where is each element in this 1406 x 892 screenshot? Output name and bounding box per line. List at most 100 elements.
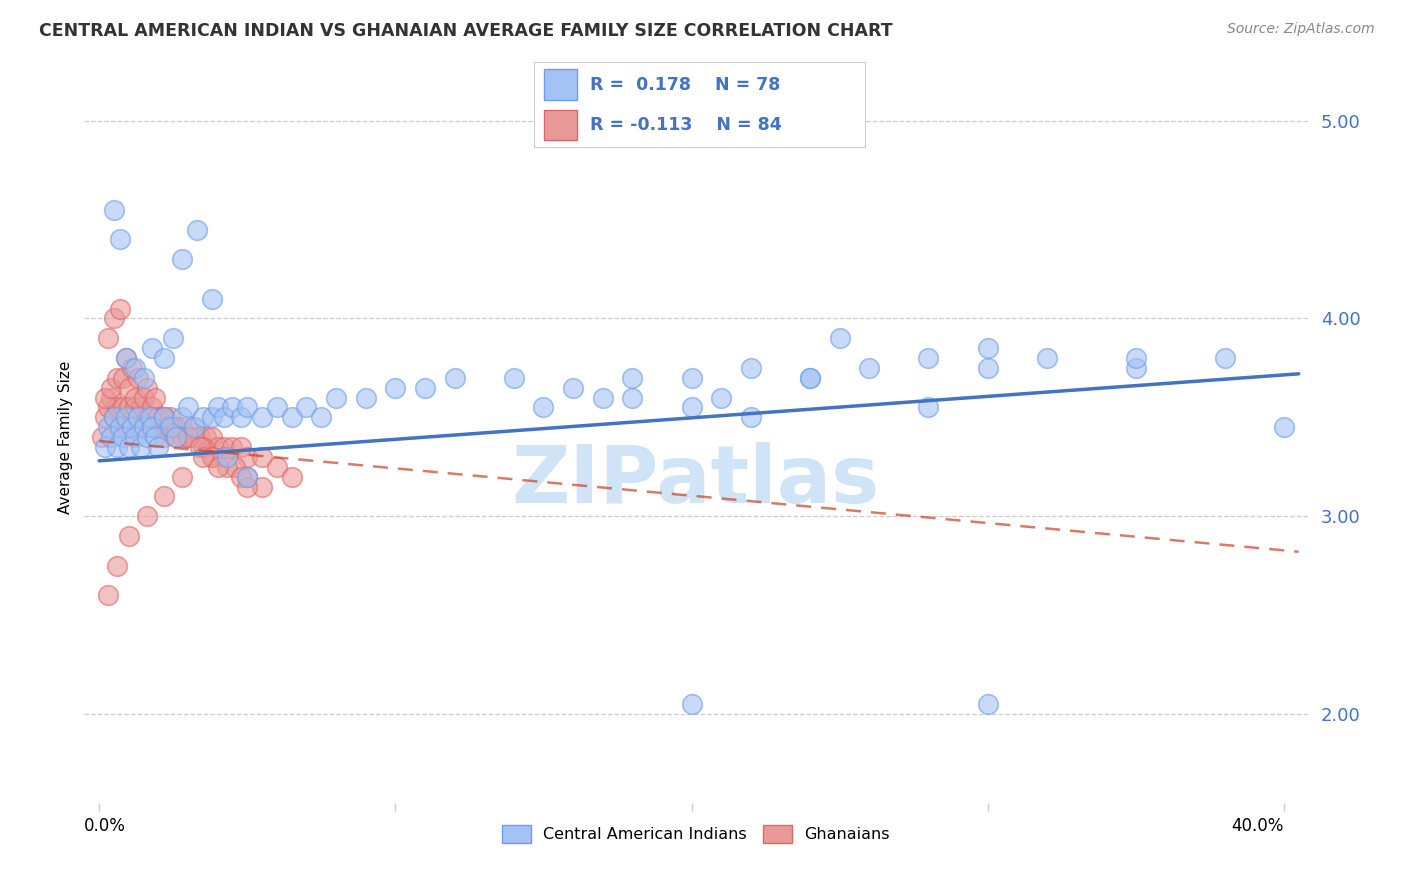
Point bbox=[1213, 351, 1236, 365]
Point bbox=[177, 430, 200, 444]
Point bbox=[91, 430, 114, 444]
Point bbox=[201, 450, 224, 464]
Point bbox=[236, 401, 259, 415]
Point bbox=[103, 410, 125, 425]
Point bbox=[250, 410, 273, 425]
Point bbox=[141, 401, 163, 415]
Point bbox=[100, 430, 122, 444]
Point bbox=[207, 459, 229, 474]
Point bbox=[207, 440, 229, 454]
Point bbox=[118, 381, 141, 395]
Point bbox=[121, 360, 143, 375]
Point bbox=[165, 420, 187, 434]
Point bbox=[141, 420, 163, 434]
Point bbox=[111, 371, 134, 385]
Point bbox=[186, 222, 208, 236]
Point bbox=[384, 381, 406, 395]
Point bbox=[231, 469, 253, 483]
Point bbox=[443, 371, 465, 385]
Point bbox=[103, 410, 125, 425]
Point bbox=[97, 588, 120, 602]
Point bbox=[710, 391, 733, 405]
Point bbox=[858, 360, 880, 375]
Point bbox=[165, 430, 187, 444]
Point bbox=[1125, 351, 1147, 365]
Point bbox=[135, 430, 157, 444]
Point bbox=[162, 420, 184, 434]
Point bbox=[103, 202, 125, 217]
Point bbox=[236, 450, 259, 464]
Point bbox=[145, 420, 167, 434]
Point bbox=[114, 420, 136, 434]
Point bbox=[201, 430, 224, 444]
Point bbox=[108, 420, 131, 434]
Point bbox=[976, 360, 998, 375]
Point bbox=[250, 450, 273, 464]
Point bbox=[201, 450, 224, 464]
Point bbox=[94, 410, 117, 425]
Point bbox=[103, 311, 125, 326]
Point bbox=[111, 430, 134, 444]
Point bbox=[118, 401, 141, 415]
Point bbox=[976, 341, 998, 355]
Point bbox=[183, 430, 205, 444]
Point bbox=[799, 371, 821, 385]
Point bbox=[250, 479, 273, 493]
Point bbox=[105, 371, 128, 385]
Text: ZIPatlas: ZIPatlas bbox=[512, 442, 880, 520]
Point bbox=[215, 459, 238, 474]
Point bbox=[121, 420, 143, 434]
Point bbox=[108, 301, 131, 316]
Point bbox=[280, 410, 302, 425]
Point bbox=[236, 479, 259, 493]
Point bbox=[207, 401, 229, 415]
Point bbox=[162, 331, 184, 345]
Point bbox=[592, 391, 614, 405]
Point bbox=[172, 469, 194, 483]
Point bbox=[94, 391, 117, 405]
Point bbox=[135, 410, 157, 425]
Point bbox=[311, 410, 333, 425]
FancyBboxPatch shape bbox=[544, 110, 578, 140]
Point bbox=[215, 450, 238, 464]
Point bbox=[121, 420, 143, 434]
Point bbox=[148, 440, 170, 454]
Point bbox=[976, 697, 998, 711]
Point bbox=[799, 371, 821, 385]
Point bbox=[212, 410, 235, 425]
Point bbox=[188, 430, 211, 444]
Point bbox=[917, 401, 939, 415]
Point bbox=[621, 371, 644, 385]
Point bbox=[681, 697, 703, 711]
Text: R = -0.113    N = 84: R = -0.113 N = 84 bbox=[591, 116, 782, 134]
Point bbox=[224, 459, 246, 474]
Point bbox=[280, 469, 302, 483]
Point bbox=[153, 410, 176, 425]
Point bbox=[177, 430, 200, 444]
Point bbox=[172, 430, 194, 444]
Point bbox=[212, 440, 235, 454]
Point bbox=[165, 430, 187, 444]
Point bbox=[94, 440, 117, 454]
Point bbox=[191, 450, 214, 464]
Point bbox=[145, 430, 167, 444]
Point bbox=[124, 360, 146, 375]
Point bbox=[917, 351, 939, 365]
Point bbox=[172, 410, 194, 425]
Point bbox=[127, 420, 149, 434]
Point bbox=[97, 401, 120, 415]
Point bbox=[266, 459, 288, 474]
Point bbox=[153, 351, 176, 365]
Point bbox=[191, 440, 214, 454]
Point bbox=[100, 381, 122, 395]
Point bbox=[183, 420, 205, 434]
Point bbox=[740, 410, 762, 425]
Point bbox=[153, 410, 176, 425]
Point bbox=[132, 371, 155, 385]
FancyBboxPatch shape bbox=[544, 70, 578, 100]
Point bbox=[105, 401, 128, 415]
Point bbox=[159, 420, 181, 434]
Point bbox=[1125, 360, 1147, 375]
Point bbox=[124, 401, 146, 415]
Point bbox=[138, 420, 160, 434]
